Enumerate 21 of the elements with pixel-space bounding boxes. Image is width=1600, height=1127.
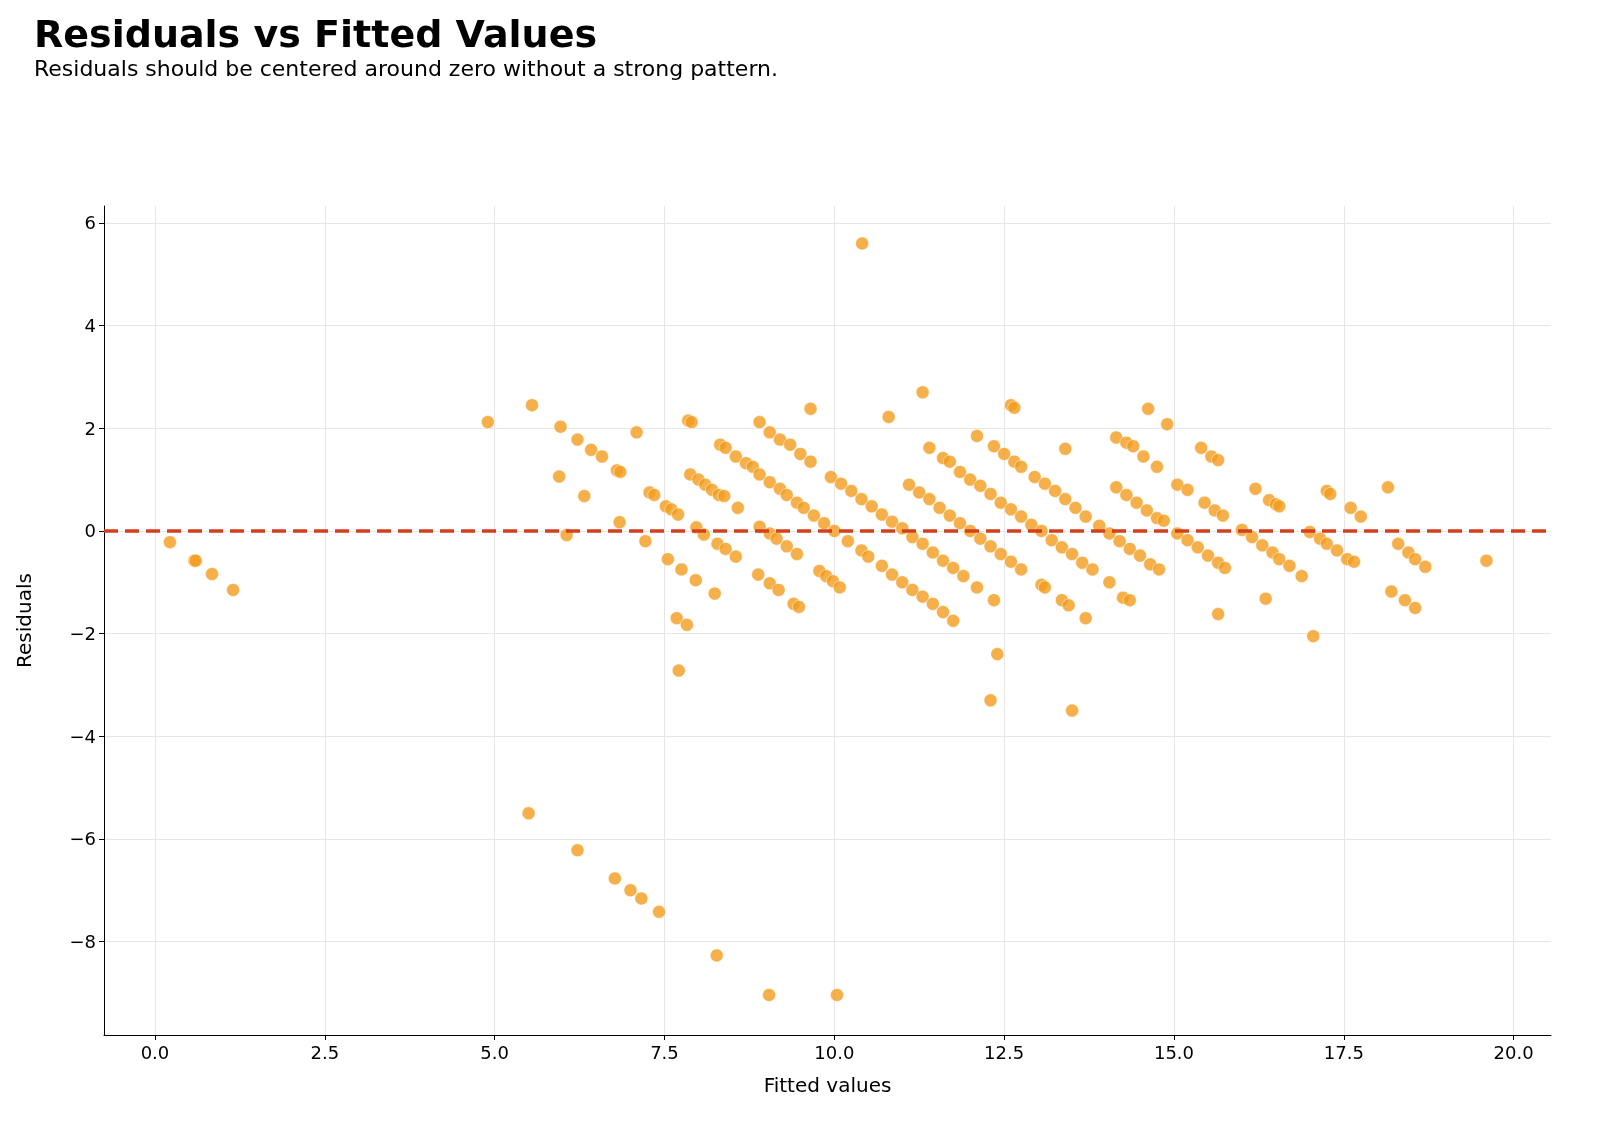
x-tick-label: 17.5: [1323, 1041, 1364, 1063]
y-tick-label: −8: [69, 931, 96, 953]
x-tick-label: 12.5: [984, 1041, 1025, 1063]
y-tick-label: −6: [69, 828, 96, 850]
y-tick-label: 0: [84, 520, 96, 542]
y-tick-label: −2: [69, 623, 96, 645]
y-tick-label: 2: [84, 417, 96, 439]
x-tick-label: 20.0: [1493, 1041, 1534, 1063]
x-tick-label: 5.0: [480, 1041, 509, 1063]
x-tick-label: 2.5: [310, 1041, 340, 1063]
y-axis-title: Residuals: [12, 573, 36, 668]
chart-title: Residuals vs Fitted Values: [34, 12, 598, 56]
x-tick-label: 7.5: [650, 1041, 679, 1063]
x-tick-label: 10.0: [814, 1041, 855, 1063]
chart-subtitle: Residuals should be centered around zero without a strong pattern.: [34, 56, 778, 81]
x-axis-title: Fitted values: [763, 1073, 892, 1097]
x-tick-label: 0.0: [140, 1041, 170, 1063]
x-tick-label: 15.0: [1153, 1041, 1194, 1063]
y-tick-label: 6: [84, 212, 96, 234]
y-tick-label: 4: [84, 315, 96, 337]
y-tick-label: −4: [69, 725, 96, 747]
